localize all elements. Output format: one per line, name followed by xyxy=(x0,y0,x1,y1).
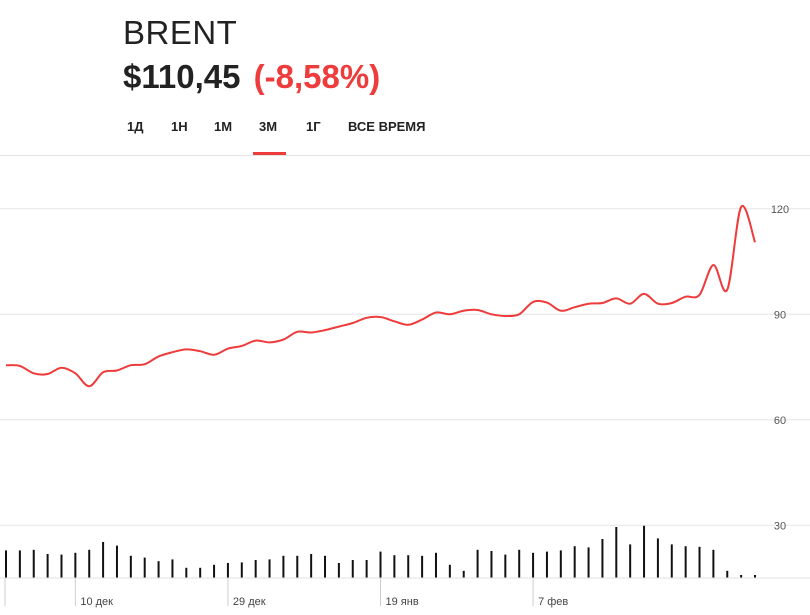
volume-bar xyxy=(559,550,562,578)
y-tick-label-90: 90 xyxy=(774,309,786,321)
volume-bar xyxy=(199,567,202,578)
price-row: $110,45 (-8,58%) xyxy=(123,58,380,96)
volume-bar xyxy=(712,549,715,578)
volume-bar xyxy=(726,570,729,578)
volume-bar xyxy=(698,546,701,578)
volume-bar xyxy=(421,555,424,578)
tab-3m[interactable]: 3М xyxy=(259,119,278,134)
timeframe-tabs: 1Д 1Н 1М 3М 1Г ВСЕ ВРЕМЯ xyxy=(0,112,810,156)
volume-bar xyxy=(60,554,63,578)
volume-bar xyxy=(434,552,437,578)
volume-bar xyxy=(254,560,257,578)
current-price: $110,45 xyxy=(123,58,241,95)
volume-bar xyxy=(448,564,451,578)
volume-bar xyxy=(615,527,618,578)
tab-all-time[interactable]: ВСЕ ВРЕМЯ xyxy=(348,119,426,134)
volume-bar xyxy=(282,555,285,578)
volume-bar xyxy=(129,555,132,578)
volume-bar xyxy=(337,563,340,578)
volume-bar xyxy=(324,555,327,578)
volume-bar xyxy=(393,555,396,578)
volume-bar xyxy=(18,550,21,578)
volume-bar xyxy=(407,555,410,578)
volume-bar xyxy=(684,546,687,578)
x-tick-label: 19 янв xyxy=(386,596,419,608)
y-tick-label-60: 60 xyxy=(774,415,786,427)
volume-bar xyxy=(754,575,756,578)
volume-bar xyxy=(102,542,105,578)
volume-bar xyxy=(518,549,521,578)
volume-bar xyxy=(157,561,160,578)
volume-bar xyxy=(32,549,35,578)
price-change: (-8,58%) xyxy=(253,58,381,95)
volume-bar xyxy=(643,525,646,578)
ticker-title: BRENT xyxy=(123,14,238,51)
tab-1m[interactable]: 1М xyxy=(214,119,233,134)
volume-bar xyxy=(296,555,299,578)
volume-bar xyxy=(490,551,493,578)
volume-bar xyxy=(310,554,313,578)
volume-bar xyxy=(185,567,188,578)
volume-bar xyxy=(171,559,174,578)
volume-bar xyxy=(88,549,91,578)
y-tick-label-30: 30 xyxy=(774,520,786,532)
volume-bar xyxy=(740,575,743,578)
x-tick-label: 7 фев xyxy=(538,596,568,608)
volume-bar xyxy=(573,546,576,578)
volume-bar xyxy=(365,560,368,578)
volume-bar xyxy=(226,563,229,578)
volume-bar xyxy=(213,564,216,578)
tab-1d[interactable]: 1Д xyxy=(127,119,144,134)
x-tick-label: 29 дек xyxy=(233,596,266,608)
volume-bar xyxy=(462,570,465,578)
volume-bar xyxy=(504,554,507,578)
volume-bar xyxy=(656,538,659,578)
volume-bar xyxy=(240,562,243,578)
active-tab-indicator xyxy=(253,152,286,155)
volume-bar xyxy=(629,544,632,578)
volume-bar xyxy=(379,551,382,578)
volume-bar xyxy=(587,547,590,578)
tab-1w[interactable]: 1Н xyxy=(171,119,188,134)
volume-bar xyxy=(5,550,7,578)
volume-bar xyxy=(476,549,479,578)
x-tick-label: 10 дек xyxy=(80,596,113,608)
volume-bar xyxy=(545,551,548,578)
price-line-series xyxy=(5,205,756,388)
volume-bar xyxy=(351,560,354,578)
y-tick-label-120: 120 xyxy=(771,204,789,216)
volume-bar xyxy=(532,552,535,578)
tab-1y[interactable]: 1Г xyxy=(306,119,321,134)
volume-bar xyxy=(74,552,77,578)
volume-bar xyxy=(143,557,146,578)
volume-bar xyxy=(670,544,673,578)
volume-bar xyxy=(268,559,271,578)
volume-bar xyxy=(46,554,49,578)
volume-bar xyxy=(115,545,118,578)
volume-bar xyxy=(601,539,604,578)
header-divider xyxy=(0,155,810,156)
